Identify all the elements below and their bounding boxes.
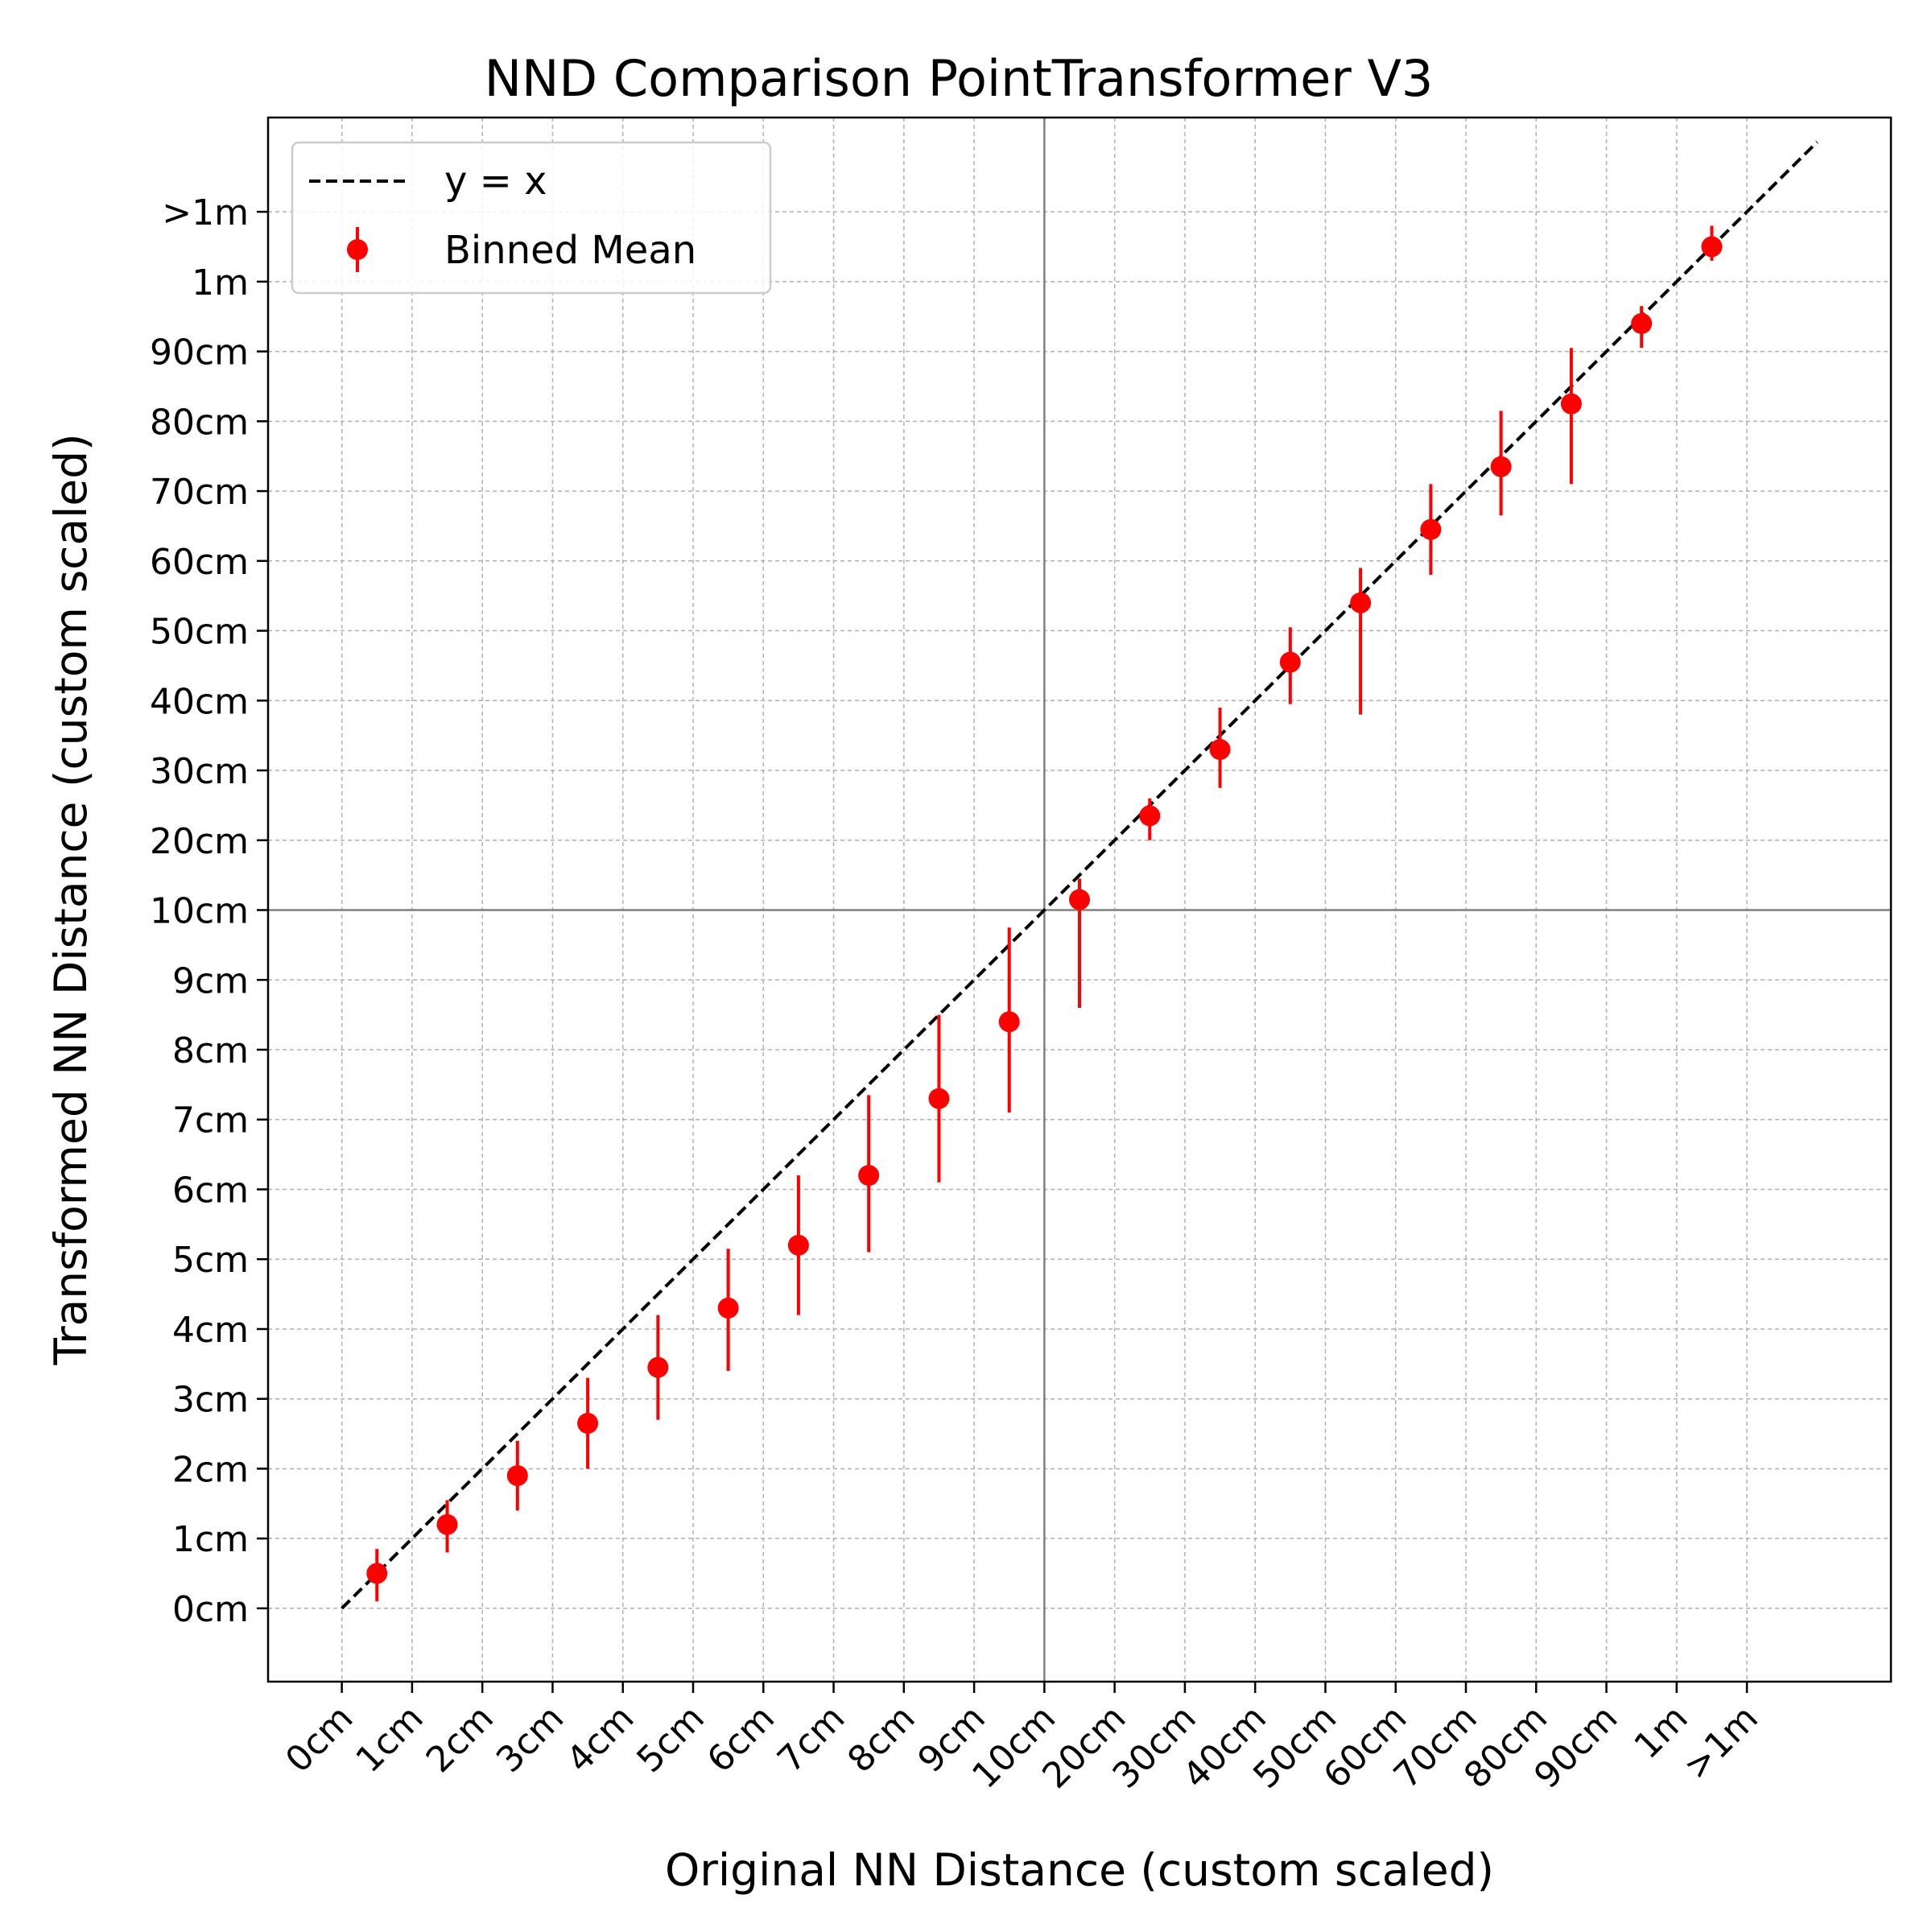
y-axis: 0cm 1cm 2cm 3cm 4cm 5cm 6cm 7cm 8cm 9cm 10cm 20cm 30…	[150, 192, 268, 1630]
y-tick-label: 50cm	[150, 612, 249, 653]
x-tick-label: 7cm	[770, 1698, 852, 1781]
data-point	[1631, 312, 1653, 334]
y-tick-label: 90cm	[150, 332, 249, 374]
y-tick-label: 9cm	[172, 960, 249, 1001]
data-point	[1069, 889, 1090, 910]
data-point	[1701, 236, 1723, 258]
x-axis-title: Original NN Distance (custom scaled)	[665, 1844, 1494, 1896]
y-tick-label: 3cm	[172, 1380, 249, 1421]
x-tick-label: 8cm	[840, 1698, 923, 1781]
y-tick-label: 70cm	[150, 472, 249, 513]
y-tick-label: 80cm	[150, 402, 249, 443]
x-tick-label: 5cm	[630, 1698, 712, 1781]
y-tick-label: 8cm	[172, 1030, 249, 1071]
data-point	[436, 1513, 458, 1535]
y-tick-label: 1cm	[172, 1519, 249, 1560]
y-tick-label: 0cm	[172, 1589, 249, 1630]
legend-label: y = x	[444, 159, 547, 204]
y-tick-label: 20cm	[150, 821, 249, 862]
x-tick-label: >1m	[1676, 1698, 1766, 1788]
y-tick-label: 6cm	[172, 1170, 249, 1211]
legend-marker-swatch	[347, 239, 368, 260]
chart-title: NND Comparison PointTransformer V3	[485, 49, 1434, 108]
data-point	[1420, 518, 1442, 540]
y-axis-title: Transformed NN Distance (custom scaled)	[45, 433, 97, 1365]
x-tick-label: 4cm	[559, 1698, 642, 1781]
data-point	[787, 1234, 809, 1256]
data-point	[506, 1465, 528, 1487]
x-tick-label: 6cm	[700, 1698, 782, 1781]
plot-frame	[266, 116, 1893, 1683]
data-point	[1350, 592, 1372, 613]
data-point	[1139, 805, 1161, 827]
data-point	[647, 1356, 669, 1378]
y-tick-label: 30cm	[150, 751, 249, 792]
x-axis: 0cm1cm2cm3cm4cm5cm6cm7cm8cm9cm10cm20cm30…	[278, 1682, 1766, 1797]
y-tick-label: 7cm	[172, 1100, 249, 1141]
point-layer	[366, 236, 1723, 1584]
identity-line-layer	[341, 140, 1818, 1610]
data-point	[1279, 651, 1301, 673]
y-tick-label: 5cm	[172, 1240, 249, 1281]
data-point	[928, 1088, 950, 1109]
y-tick-label: >1m	[162, 192, 249, 233]
legend-label: Binned Mean	[444, 228, 696, 273]
y-tick-label: 2cm	[172, 1449, 249, 1490]
x-tick-label: 1cm	[348, 1698, 431, 1781]
legend-box	[291, 141, 772, 295]
y-tick-label: 4cm	[172, 1310, 249, 1351]
legend: y = x Binned Mean	[291, 141, 772, 295]
y-tick-label: 1m	[192, 262, 249, 303]
x-tick-label: 3cm	[489, 1698, 572, 1781]
identity-line	[341, 140, 1818, 1610]
x-tick-label: 2cm	[419, 1698, 502, 1781]
x-tick-label: 0cm	[278, 1698, 361, 1781]
x-tick-label: 90cm	[1526, 1698, 1625, 1797]
data-point	[998, 1011, 1020, 1033]
data-point	[1209, 739, 1231, 761]
y-tick-label: 60cm	[150, 542, 249, 583]
data-point	[858, 1165, 880, 1187]
data-point	[1560, 393, 1582, 415]
y-tick-label: 40cm	[150, 681, 249, 722]
data-point	[577, 1413, 599, 1435]
data-point	[366, 1563, 388, 1584]
data-point	[717, 1297, 739, 1319]
y-tick-label: 10cm	[150, 891, 249, 932]
data-point	[1490, 456, 1512, 477]
